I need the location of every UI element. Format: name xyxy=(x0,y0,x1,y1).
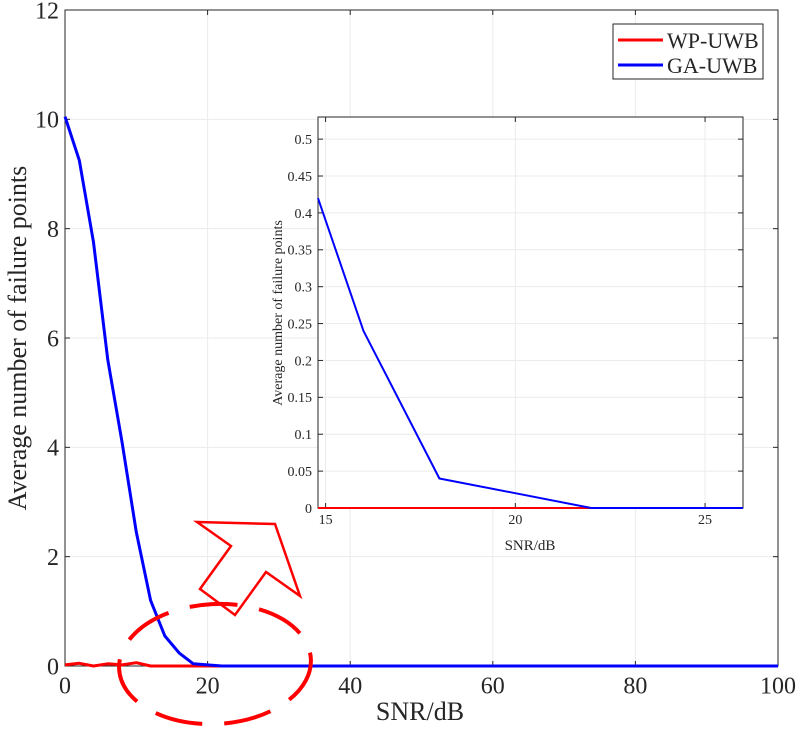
y-tick-label: 0.3 xyxy=(295,281,313,296)
legend-wp-label: WP-UWB xyxy=(667,28,759,53)
x-tick-label: 40 xyxy=(338,674,362,700)
zoom-ellipse xyxy=(117,601,313,727)
legend-ga-label: GA-UWB xyxy=(667,53,757,78)
y-tick-label: 12 xyxy=(35,0,59,24)
main-xlabel: SNR/dB xyxy=(376,697,464,726)
y-tick-label: 0.45 xyxy=(288,170,313,185)
y-tick-label: 0.35 xyxy=(288,244,313,259)
x-tick-label: 25 xyxy=(698,513,712,528)
inset-series xyxy=(317,197,743,509)
zoom-annotation xyxy=(117,520,313,727)
y-tick-label: 0 xyxy=(305,502,312,517)
y-tick-label: 0.15 xyxy=(288,391,313,406)
inset-xlabel: SNR/dB xyxy=(505,538,556,554)
legend: WP-UWB GA-UWB xyxy=(612,23,764,80)
y-tick-label: 0 xyxy=(47,654,59,680)
y-tick-label: 10 xyxy=(35,108,59,134)
x-tick-label: 20 xyxy=(508,513,522,528)
y-tick-label: 0.25 xyxy=(288,317,313,332)
y-tick-label: 0.1 xyxy=(295,428,313,443)
series-line-ga-uwb xyxy=(317,197,743,509)
y-tick-label: 6 xyxy=(47,326,59,352)
x-tick-label: 0 xyxy=(59,674,71,700)
main-ylabel: Average number of failure points xyxy=(3,166,32,511)
y-tick-label: 0.2 xyxy=(295,354,313,369)
y-tick-label: 0.4 xyxy=(295,207,313,222)
x-tick-label: 20 xyxy=(196,674,220,700)
inset-grid xyxy=(318,117,743,509)
y-tick-label: 0.5 xyxy=(295,133,313,148)
inset-plot: 15 20 25 0 0.05 0.1 0.15 0.2 0.25 0.3 0.35 0.4 0.45 0… xyxy=(271,116,744,554)
x-tick-label: 15 xyxy=(319,513,333,528)
y-tick-label: 0.05 xyxy=(288,465,313,480)
inset-ylabel: Average number of failure points xyxy=(271,220,286,406)
x-tick-label: 60 xyxy=(481,674,505,700)
y-tick-label: 2 xyxy=(47,545,59,571)
x-tick-label: 80 xyxy=(623,674,647,700)
y-tick-label: 8 xyxy=(47,217,59,243)
y-tick-label: 4 xyxy=(47,436,59,462)
zoom-arrow-icon xyxy=(192,520,303,617)
x-tick-label: 100 xyxy=(760,674,796,700)
